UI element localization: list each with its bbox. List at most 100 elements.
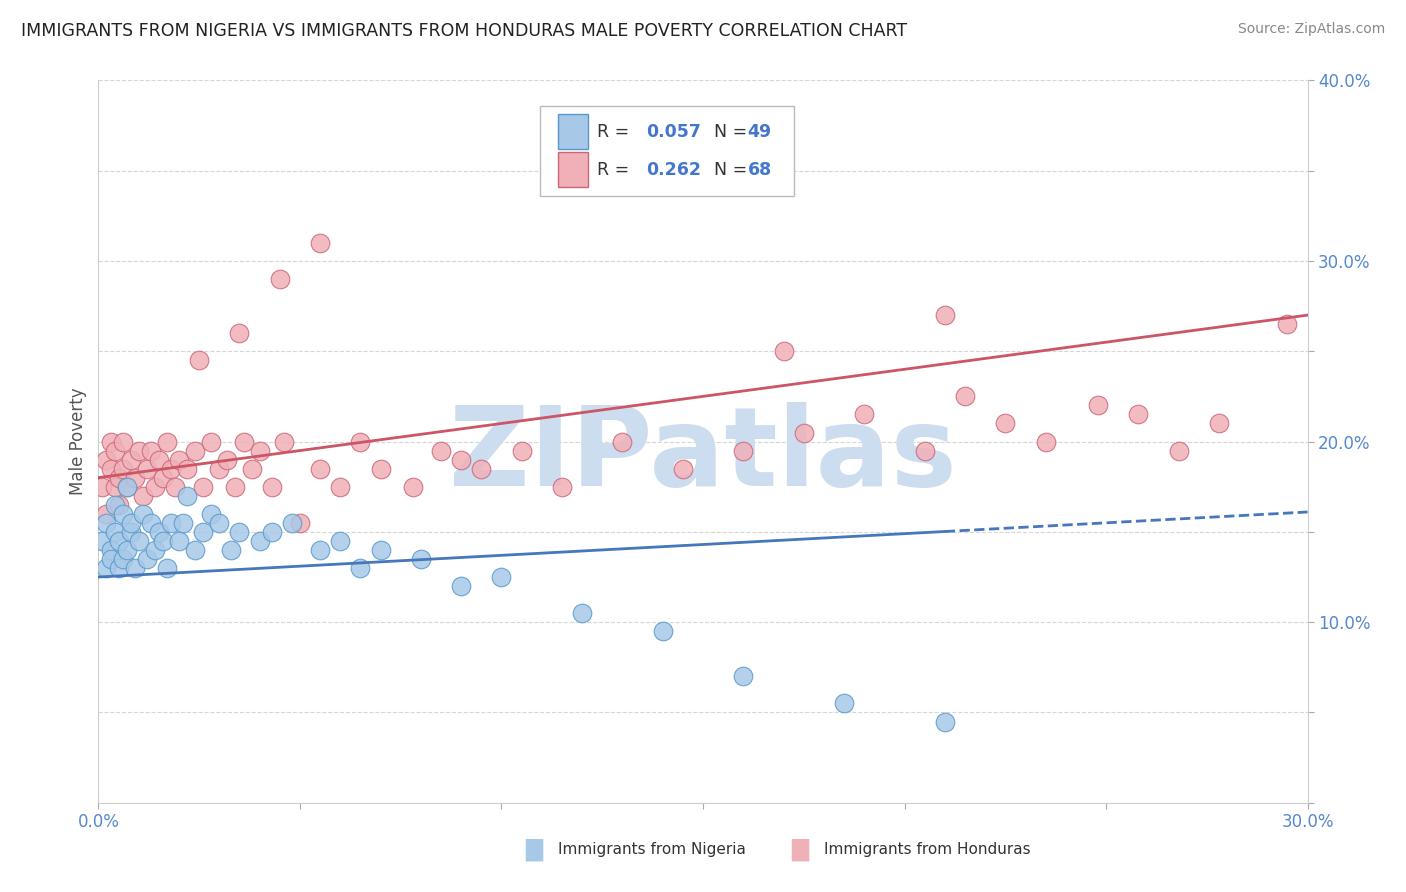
Point	[249, 533, 271, 548]
Text: Immigrants from Nigeria: Immigrants from Nigeria	[558, 842, 745, 857]
Point	[551, 480, 574, 494]
Point	[994, 417, 1017, 431]
Point	[370, 461, 392, 475]
Point	[152, 533, 174, 548]
Point	[96, 452, 118, 467]
Point	[672, 461, 695, 475]
Point	[1208, 417, 1230, 431]
Point	[111, 552, 134, 566]
Point	[651, 624, 673, 639]
Point	[160, 516, 183, 530]
Point	[571, 606, 593, 620]
Point	[349, 434, 371, 449]
Point	[111, 461, 134, 475]
Point	[249, 443, 271, 458]
Point	[107, 561, 129, 575]
Point	[100, 461, 122, 475]
Point	[103, 498, 125, 512]
Point	[934, 714, 956, 729]
Point	[934, 308, 956, 322]
Point	[349, 561, 371, 575]
Point	[148, 452, 170, 467]
Point	[914, 443, 936, 458]
Point	[160, 461, 183, 475]
Point	[260, 524, 283, 539]
Point	[124, 561, 146, 575]
Point	[143, 542, 166, 557]
Point	[402, 480, 425, 494]
Point	[100, 434, 122, 449]
Point	[103, 443, 125, 458]
Point	[260, 480, 283, 494]
Point	[120, 452, 142, 467]
Point	[176, 489, 198, 503]
Point	[184, 542, 207, 557]
Point	[953, 389, 976, 403]
Text: R =: R =	[596, 161, 634, 178]
Y-axis label: Male Poverty: Male Poverty	[69, 388, 87, 495]
Point	[115, 480, 138, 494]
Point	[1277, 317, 1299, 331]
Point	[409, 552, 432, 566]
Point	[470, 461, 492, 475]
Point	[128, 533, 150, 548]
Point	[240, 461, 263, 475]
Point	[193, 524, 215, 539]
Point	[111, 507, 134, 521]
Text: N =: N =	[703, 161, 752, 178]
Point	[228, 326, 250, 340]
Point	[450, 579, 472, 593]
Point	[100, 542, 122, 557]
Point	[1087, 398, 1109, 412]
Point	[135, 552, 157, 566]
Point	[733, 669, 755, 683]
Point	[772, 344, 794, 359]
Point	[221, 542, 243, 557]
Point	[139, 516, 162, 530]
FancyBboxPatch shape	[540, 105, 793, 196]
Point	[120, 524, 142, 539]
Point	[224, 480, 246, 494]
Point	[96, 516, 118, 530]
Point	[103, 480, 125, 494]
Point	[128, 443, 150, 458]
Point	[329, 480, 352, 494]
Point	[208, 516, 231, 530]
Point	[208, 461, 231, 475]
Point	[143, 480, 166, 494]
Text: N =: N =	[703, 122, 752, 141]
Point	[152, 471, 174, 485]
Point	[132, 489, 155, 503]
Text: IMMIGRANTS FROM NIGERIA VS IMMIGRANTS FROM HONDURAS MALE POVERTY CORRELATION CHA: IMMIGRANTS FROM NIGERIA VS IMMIGRANTS FR…	[21, 22, 907, 40]
Point	[172, 516, 194, 530]
Point	[107, 533, 129, 548]
Point	[163, 480, 186, 494]
Point	[491, 570, 513, 584]
Point	[273, 434, 295, 449]
Point	[156, 561, 179, 575]
Point	[139, 443, 162, 458]
Point	[124, 471, 146, 485]
Point	[184, 443, 207, 458]
Text: █: █	[792, 838, 808, 861]
Point	[217, 452, 239, 467]
Point	[103, 524, 125, 539]
Point	[1128, 408, 1150, 422]
FancyBboxPatch shape	[558, 114, 588, 149]
Point	[135, 461, 157, 475]
Point	[176, 461, 198, 475]
Point	[853, 408, 876, 422]
Point	[1167, 443, 1189, 458]
Point	[832, 697, 855, 711]
Text: Immigrants from Honduras: Immigrants from Honduras	[824, 842, 1031, 857]
Point	[91, 480, 114, 494]
Point	[281, 516, 304, 530]
Text: 68: 68	[748, 161, 772, 178]
Point	[115, 480, 138, 494]
Point	[107, 471, 129, 485]
Point	[510, 443, 533, 458]
Point	[430, 443, 453, 458]
Point	[96, 507, 118, 521]
Text: █: █	[526, 838, 543, 861]
Point	[200, 434, 222, 449]
